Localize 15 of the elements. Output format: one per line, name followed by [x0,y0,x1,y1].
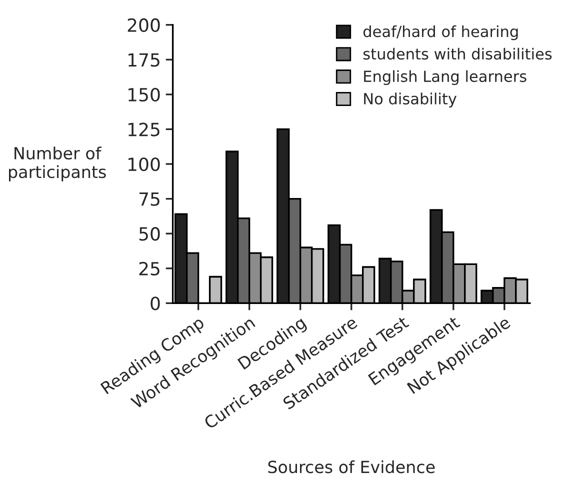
y-tick-label: 0 [150,296,160,310]
y-tick-label: 50 [139,227,160,241]
y-tick-label: 175 [128,53,160,67]
y-tick-label: 150 [128,88,160,102]
legend-label: deaf/hard of hearing [363,25,518,40]
y-tick-label: 125 [128,122,160,136]
y-tick-label: 200 [128,18,160,32]
legend-label: No disability [364,92,457,108]
y-tick-label: 25 [139,262,160,276]
legend-label: students with disabilities [363,48,552,60]
legend-label: English Lang learners [364,70,526,86]
y-tick-label: 100 [128,157,160,172]
y-tick-label: 75 [140,192,160,206]
y-axis-title: Number of participants [9,146,106,182]
x-axis-title: Sources of Evidence [268,460,435,474]
